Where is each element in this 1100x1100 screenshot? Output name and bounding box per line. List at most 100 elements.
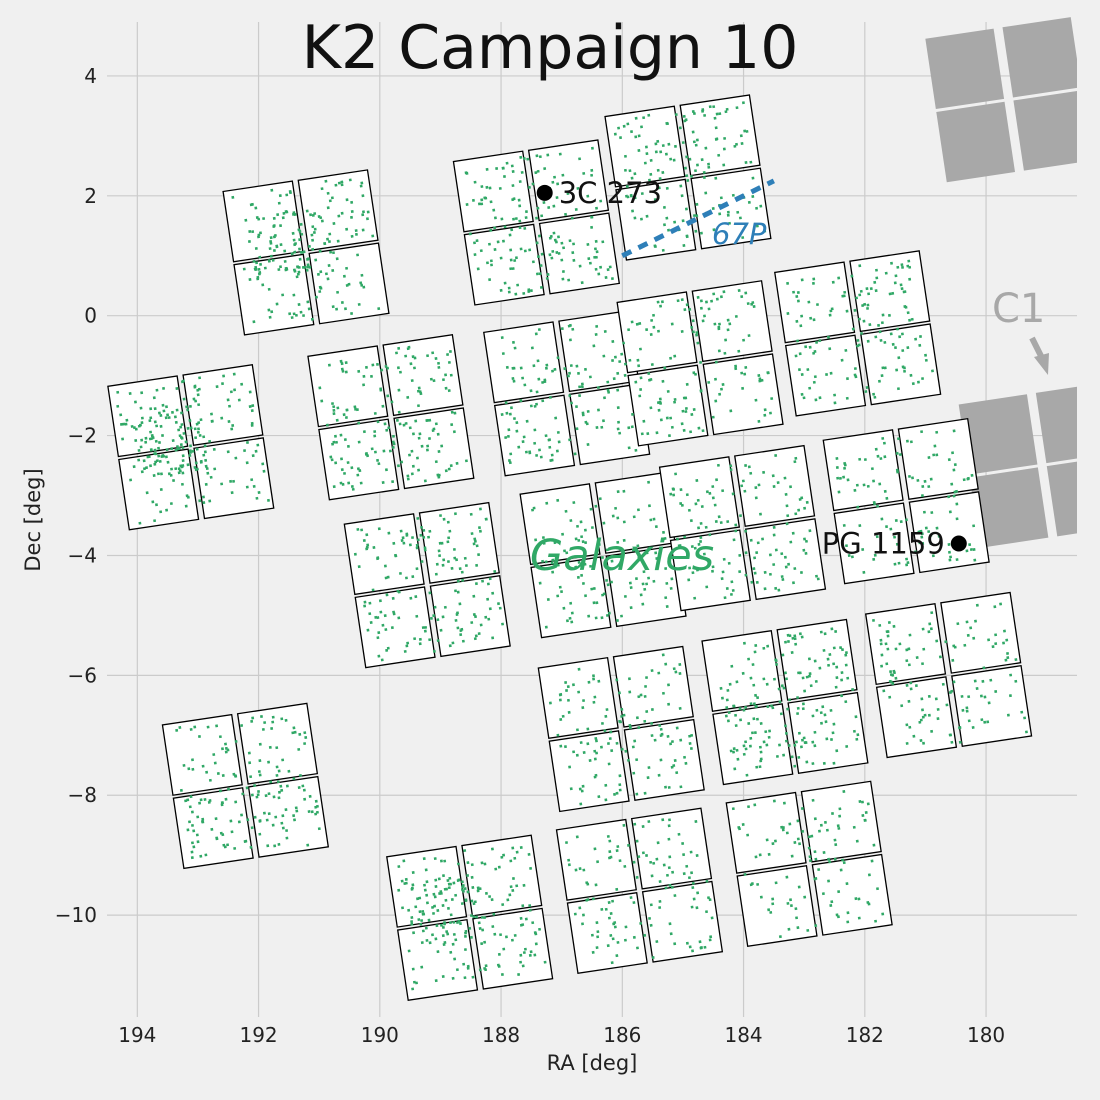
target-point [519,247,523,251]
target-point [852,825,856,829]
target-point [600,616,604,620]
target-point [593,255,597,259]
target-point [752,717,756,721]
target-point [918,343,922,347]
target-point [471,198,475,202]
target-point [736,210,740,214]
target-point [304,736,308,739]
target-point [258,255,262,259]
ccd-channel [712,703,794,786]
target-point [362,383,366,387]
target-point [700,158,704,162]
target-point [484,964,488,968]
target-point [474,582,478,586]
target-point [653,738,657,742]
target-point [272,795,276,799]
target-point [618,783,622,787]
target-point [281,216,285,220]
target-point [331,305,335,309]
target-point [592,601,596,605]
target-point [186,828,190,832]
target-point [746,833,750,837]
target-point [617,420,621,424]
target-point [904,518,908,522]
target-point [725,698,729,702]
target-point [862,319,866,323]
target-point [384,468,388,472]
target-point [458,567,462,571]
target-point [184,440,188,444]
target-point [928,622,932,626]
target-point [873,502,877,506]
target-point [533,953,537,957]
target-point [454,893,458,897]
target-point [774,881,778,885]
target-point [944,640,948,644]
target-point [663,366,667,370]
target-point [307,307,311,311]
target-point [116,390,120,394]
target-point [649,903,653,907]
target-point [647,372,651,376]
target-point [443,859,447,863]
target-point [914,550,918,554]
target-point [905,741,909,745]
target-point [395,418,399,422]
target-point [880,517,884,521]
target-point [300,232,304,236]
target-point [251,716,255,720]
target-point [311,213,315,217]
target-point [257,267,261,271]
target-point [313,227,317,231]
target-point [874,289,878,293]
target-point [428,941,432,945]
target-point [927,630,931,634]
target-point [645,551,649,555]
target-point [377,527,381,531]
target-point [499,256,503,260]
target-point [361,194,365,198]
target-point [744,161,748,164]
target-point [454,618,458,622]
target-point [807,835,811,839]
target-point [785,504,789,508]
target-point [459,629,463,633]
target-point [508,412,512,416]
target-point [257,770,261,774]
target-point [544,560,548,564]
target-point [599,265,603,269]
target-point [377,631,381,635]
target-point [650,363,654,367]
target-point [606,380,610,384]
target-point [927,713,931,717]
target-point [555,251,559,254]
target-point [1006,656,1010,660]
target-point [920,535,924,539]
target-point [778,935,782,939]
target-point [924,358,928,362]
target-point [179,788,183,792]
target-point [372,546,376,549]
target-point [190,856,194,860]
target-point [717,515,721,519]
target-point [590,173,594,177]
target-point [783,476,787,480]
target-point [283,259,287,263]
target-point [452,932,456,936]
target-point [936,707,940,711]
target-point [596,386,600,390]
target-point [724,110,728,114]
target-point [758,853,762,857]
target-point [353,552,357,556]
target-point [276,213,280,217]
target-point [594,267,598,271]
target-point [919,529,923,533]
target-point [853,308,857,312]
target-point [188,419,192,422]
target-point [632,935,636,939]
target-point [159,424,163,428]
target-point [777,588,781,592]
target-point [203,797,207,801]
target-point [656,300,660,304]
target-point [634,135,638,139]
